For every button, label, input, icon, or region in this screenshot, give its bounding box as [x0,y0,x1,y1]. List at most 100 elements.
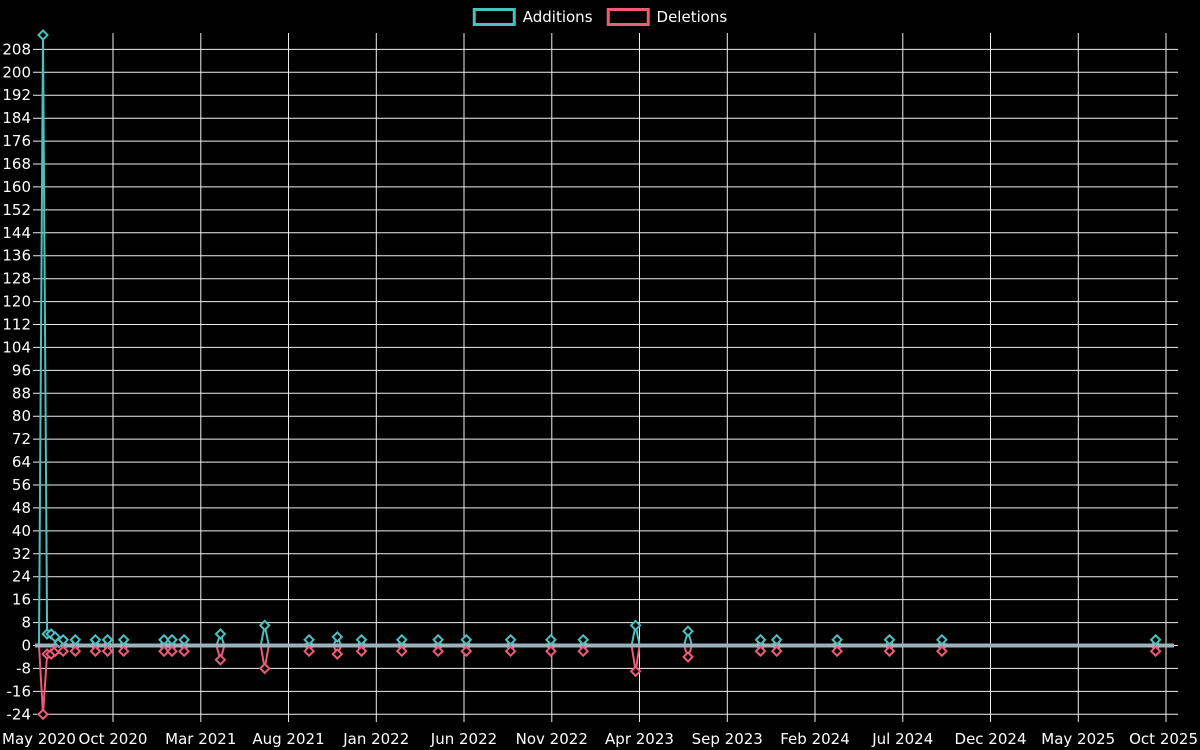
y-tick-label: 192 [2,86,31,104]
data-point-marker [883,645,896,658]
x-tick-label: Jan 2022 [342,730,409,748]
data-point-marker [331,630,344,643]
data-point-marker [460,645,473,658]
y-tick-label: 184 [2,109,31,127]
data-point-marker [577,633,590,646]
y-tick-label: 8 [21,614,31,632]
y-tick-label: 128 [2,270,31,288]
y-tick-label: 168 [2,155,31,173]
deletions-swatch-icon [606,8,650,26]
y-tick-label: 120 [2,293,31,311]
x-tick-label: Aug 2021 [252,730,324,748]
data-point-marker [69,645,82,658]
data-point-marker [935,633,948,646]
legend-item-deletions[interactable]: Deletions [606,8,728,26]
x-tick-label: Mar 2021 [165,730,236,748]
x-tick-label: Jul 2024 [871,730,933,748]
deletions-line [38,643,1172,715]
y-tick-label: 208 [2,40,31,58]
y-tick-label: 136 [2,247,31,265]
y-tick-label: 48 [12,499,31,517]
data-point-marker [504,633,517,646]
data-point-marker [432,633,445,646]
additions-swatch-icon [472,8,516,26]
y-axis-tick-labels: 2082001921841761681601521441361281201121… [2,40,31,723]
y-tick-label: 152 [2,201,31,219]
y-tick-label: 56 [12,476,31,494]
y-tick-label: 40 [12,522,31,540]
deletions-path [38,643,1172,715]
data-point-marker [214,628,227,640]
y-tick-label: -24 [7,705,32,723]
x-tick-label: Nov 2022 [516,730,588,748]
data-point-marker [57,645,70,658]
data-point-marker [577,645,590,658]
data-point-marker [1149,633,1162,646]
data-point-marker [258,619,271,632]
data-point-marker [754,645,767,658]
data-point-marker [432,645,445,658]
data-point-marker [57,633,70,646]
data-point-marker [89,633,102,646]
data-point-marker [355,645,368,658]
data-point-marker [89,645,102,658]
x-axis-tick-labels: May 2020 Oct 2020 Mar 2021 Aug 2021 Jan 2022… [2,730,1198,748]
y-tick-label: 0 [21,637,31,655]
y-tick-label: 176 [2,132,31,150]
x-tick-label: May 2025 [1041,730,1115,748]
deletions-legend-label: Deletions [656,8,728,26]
data-point-marker [101,645,114,658]
x-tick-label: Dec 2024 [955,730,1027,748]
data-point-marker [355,633,368,646]
data-point-marker [214,653,227,666]
legend-item-additions[interactable]: Additions [472,8,593,26]
data-point-marker [395,645,408,658]
data-point-marker [831,633,844,646]
data-point-marker [770,633,783,646]
x-tick-label: Oct 2025 [1129,730,1198,748]
y-tick-label: 80 [12,407,31,425]
data-point-marker [754,633,767,646]
y-tick-label: 104 [2,338,31,356]
data-point-marker [504,645,517,658]
data-point-marker [158,645,170,658]
data-point-marker [117,645,130,658]
data-point-marker [544,633,557,646]
y-tick-label: 96 [12,361,31,379]
data-point-marker [166,645,178,658]
y-tick-label: 16 [12,591,31,609]
data-point-marker [395,633,408,646]
data-point-marker [544,645,557,658]
data-point-marker [629,665,642,678]
data-point-marker [166,633,178,646]
data-point-marker [770,645,783,658]
data-point-marker [303,633,316,646]
data-point-marker [629,619,642,632]
y-tick-label: 200 [2,63,31,81]
data-point-marker [831,645,844,658]
y-tick-label: 72 [12,430,31,448]
x-tick-label: Sep 2023 [692,730,763,748]
data-point-marker [178,645,191,658]
data-point-marker [37,29,49,41]
legend: Additions Deletions [472,8,728,26]
data-point-marker [682,651,694,663]
data-point-marker [303,645,316,658]
data-point-markers [37,29,1162,721]
data-point-marker [460,633,473,646]
gridlines [33,33,1178,722]
data-point-marker [101,633,114,646]
y-tick-label: 160 [2,178,31,196]
data-point-marker [682,625,694,638]
y-tick-label: 24 [12,568,31,586]
data-point-marker [1149,645,1162,658]
data-point-marker [158,633,170,646]
data-point-marker [935,645,948,658]
y-tick-label: 64 [12,453,31,471]
additions-legend-label: Additions [522,8,593,26]
x-tick-label: Feb 2024 [780,730,850,748]
y-tick-label: 32 [12,545,31,563]
x-tick-label: Apr 2023 [605,730,674,748]
